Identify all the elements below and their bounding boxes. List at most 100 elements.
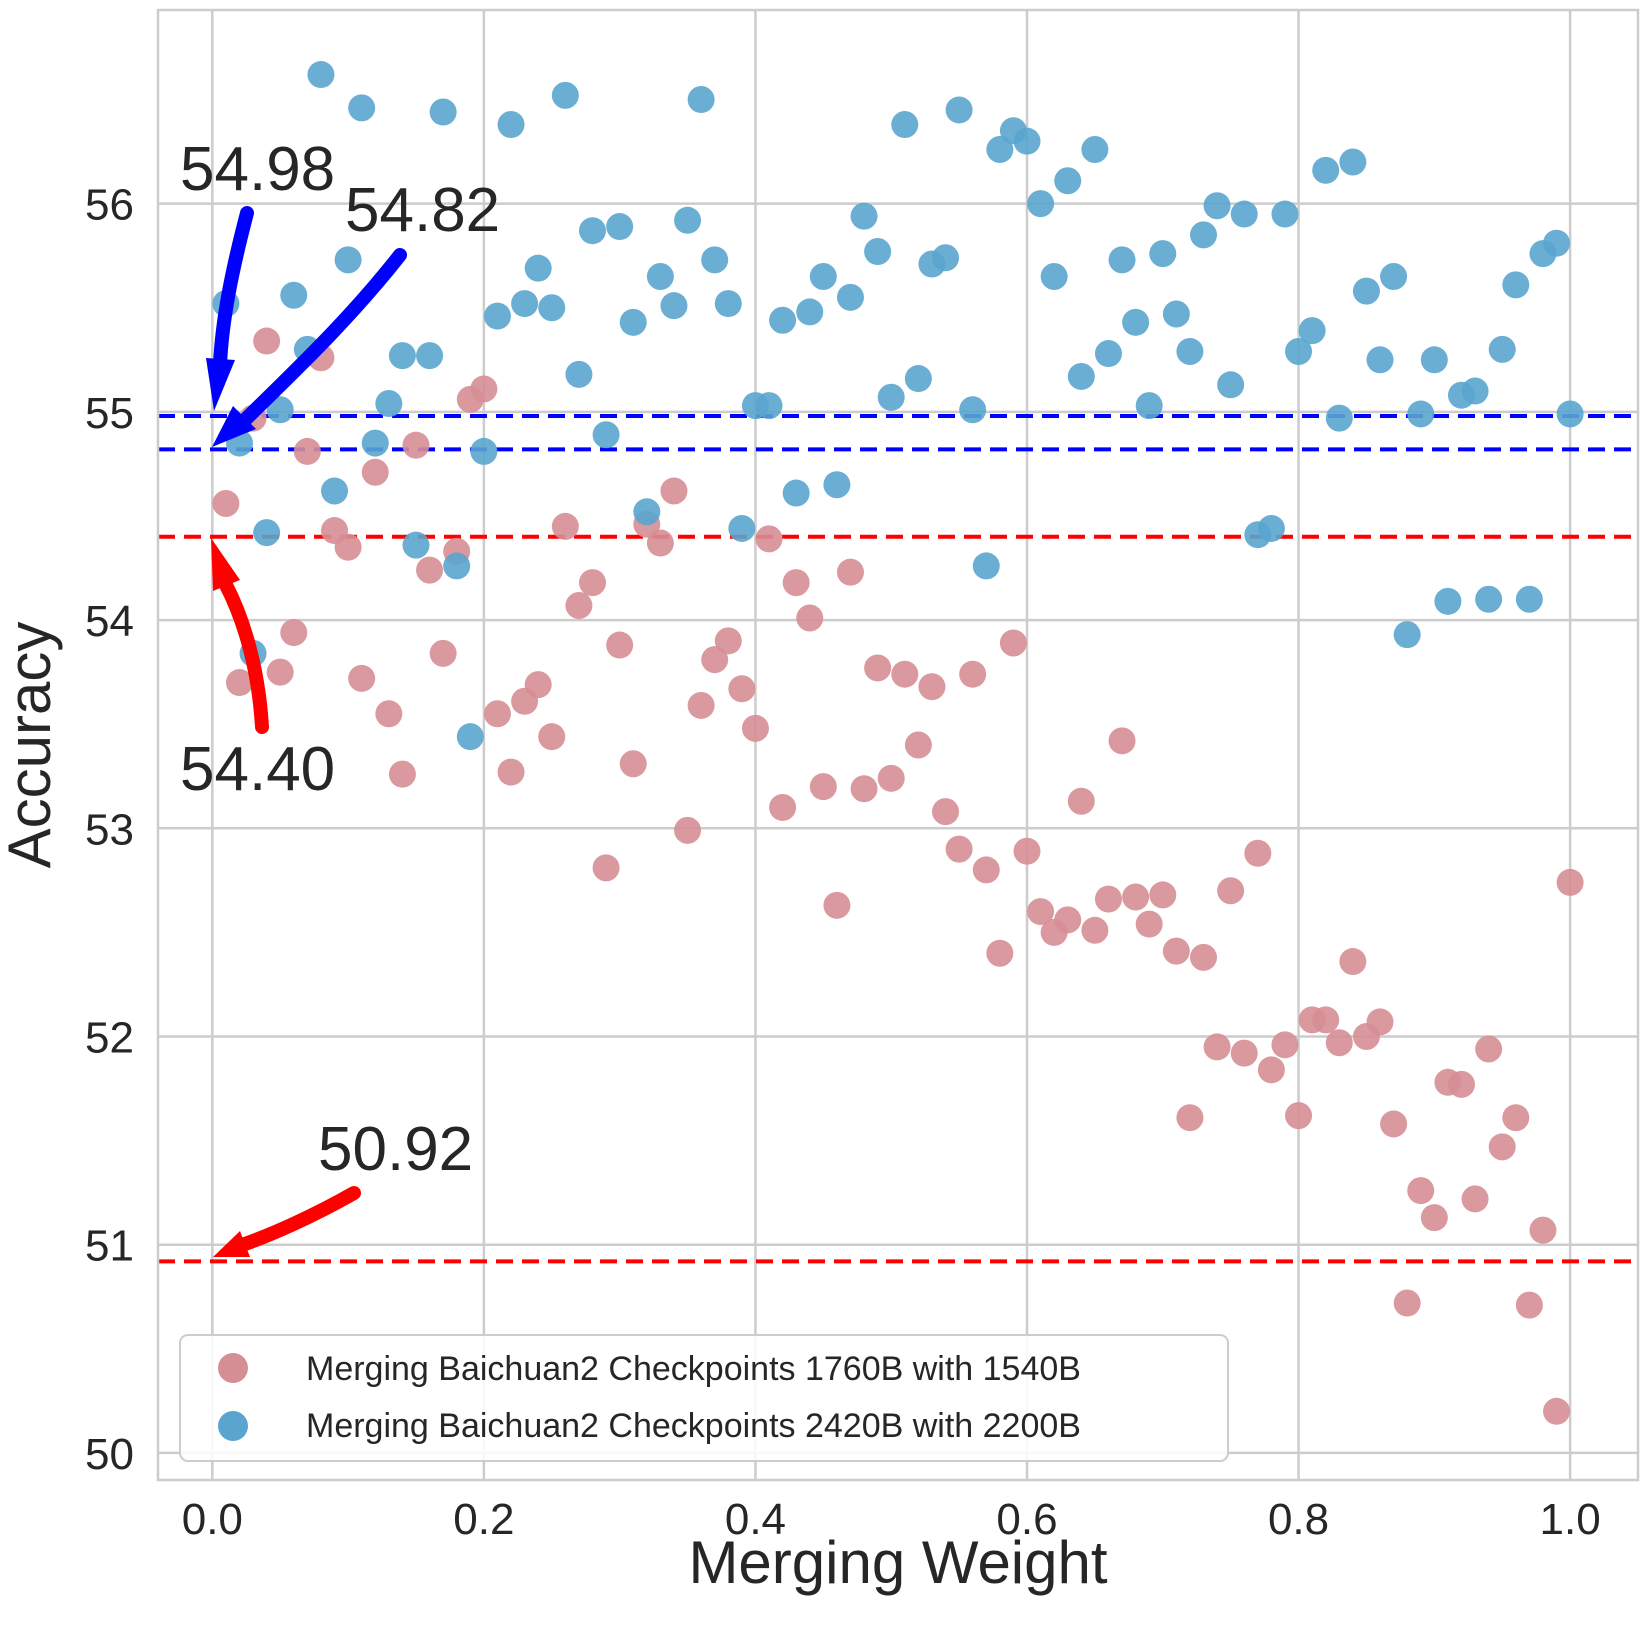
scatter-point-series-1 — [334, 533, 362, 561]
scatter-point-series-1 — [1176, 1104, 1204, 1132]
scatter-point-series-1 — [864, 654, 892, 682]
scatter-point-series-2 — [769, 306, 797, 334]
scatter-point-series-2 — [551, 81, 579, 109]
scatter-point-series-1 — [1271, 1031, 1299, 1059]
scatter-point-series-2 — [1176, 337, 1204, 365]
scatter-point-series-2 — [1488, 335, 1516, 363]
scatter-point-series-2 — [307, 61, 335, 89]
scatter-point-series-2 — [646, 263, 674, 291]
scatter-point-series-2 — [470, 437, 498, 465]
scatter-point-series-2 — [443, 552, 471, 580]
x-axis-title: Merging Weight — [688, 1529, 1107, 1596]
scatter-point-series-2 — [1122, 308, 1150, 336]
scatter-point-series-2 — [877, 383, 905, 411]
annotation-54-40: 54.40 — [180, 735, 335, 804]
scatter-point-series-2 — [959, 396, 987, 424]
scatter-point-series-1 — [551, 512, 579, 540]
scatter-point-series-2 — [1230, 200, 1258, 228]
scatter-point-series-2 — [1339, 148, 1367, 176]
scatter-point-series-1 — [1380, 1110, 1408, 1138]
scatter-point-series-2 — [524, 254, 552, 282]
scatter-point-series-1 — [1257, 1056, 1285, 1084]
scatter-point-series-2 — [986, 136, 1014, 164]
scatter-point-series-1 — [1203, 1033, 1231, 1061]
annotation-54-82: 54.82 — [345, 176, 500, 245]
scatter-point-series-1 — [212, 489, 240, 517]
arrow-blue-54-98 — [213, 206, 254, 372]
scatter-point-series-2 — [1135, 392, 1163, 420]
scatter-point-series-2 — [1461, 377, 1489, 405]
scatter-point-series-1 — [470, 375, 498, 403]
scatter-point-series-1 — [483, 700, 511, 728]
scatter-point-series-1 — [348, 664, 376, 692]
scatter-point-series-1 — [1543, 1397, 1571, 1425]
scatter-point-series-2 — [456, 723, 484, 751]
scatter-point-series-1 — [1067, 787, 1095, 815]
legend-label-series-2: Merging Baichuan2 Checkpoints 2420B with… — [306, 1407, 1081, 1445]
legend-marker-series-2 — [218, 1411, 248, 1441]
scatter-point-series-1 — [1339, 948, 1367, 976]
scatter-point-series-2 — [1298, 317, 1326, 345]
scatter-point-series-1 — [959, 660, 987, 688]
x-tick-label: 0.8 — [1268, 1495, 1329, 1544]
scatter-point-series-1 — [836, 558, 864, 586]
scatter-point-series-2 — [1325, 404, 1353, 432]
scatter-point-series-1 — [1027, 898, 1055, 926]
y-tick-label: 53 — [85, 805, 134, 854]
scatter-point-series-1 — [1475, 1035, 1503, 1063]
scatter-point-series-2 — [1013, 127, 1041, 155]
scatter-point-series-2 — [361, 429, 389, 457]
scatter-point-series-1 — [714, 627, 742, 655]
scatter-point-series-1 — [416, 556, 444, 584]
scatter-point-series-2 — [836, 283, 864, 311]
y-tick-label: 54 — [85, 597, 134, 646]
scatter-point-series-1 — [660, 477, 688, 505]
scatter-point-series-2 — [1312, 156, 1340, 184]
scatter-point-series-2 — [1407, 400, 1435, 428]
scatter-point-series-1 — [728, 675, 756, 703]
scatter-point-series-1 — [1230, 1039, 1258, 1067]
scatter-point-series-1 — [823, 891, 851, 919]
scatter-point-series-1 — [918, 673, 946, 701]
scatter-point-series-1 — [1488, 1133, 1516, 1161]
scatter-point-series-1 — [972, 856, 1000, 884]
scatter-point-series-2 — [809, 263, 837, 291]
scatter-point-series-2 — [1352, 277, 1380, 305]
scatter-point-series-1 — [538, 723, 566, 751]
scatter-point-series-2 — [1285, 337, 1313, 365]
scatter-point-series-2 — [1162, 300, 1190, 328]
scatter-point-series-1 — [1285, 1102, 1313, 1130]
scatter-point-series-1 — [1447, 1070, 1475, 1098]
scatter-point-series-2 — [714, 290, 742, 318]
scatter-point-series-1 — [1122, 883, 1150, 911]
scatter-point-series-1 — [687, 691, 715, 719]
arrowhead-red-50-92 — [213, 1231, 250, 1257]
scatter-point-series-1 — [388, 760, 416, 788]
scatter-point-series-1 — [850, 775, 878, 803]
scatter-point-series-1 — [1081, 916, 1109, 944]
y-tick-label: 51 — [85, 1222, 134, 1271]
scatter-point-series-1 — [986, 939, 1014, 967]
scatter-point-series-1 — [999, 629, 1027, 657]
scatter-point-series-2 — [483, 302, 511, 330]
scatter-point-series-1 — [375, 700, 403, 728]
scatter-point-series-2 — [904, 365, 932, 393]
y-tick-label: 55 — [85, 389, 134, 438]
scatter-point-series-1 — [1325, 1029, 1353, 1057]
scatter-point-series-1 — [402, 431, 430, 459]
y-tick-labels: 50 51 52 53 54 55 56 — [85, 181, 134, 1479]
scatter-point-series-2 — [728, 514, 756, 542]
scatter-point-series-2 — [1190, 221, 1218, 249]
reference-lines — [158, 414, 1638, 1264]
scatter-point-series-2 — [402, 531, 430, 559]
scatter-point-series-2 — [891, 111, 919, 139]
legend-marker-series-1 — [218, 1353, 248, 1383]
scatter-point-series-1 — [1407, 1177, 1435, 1205]
annotation-54-98: 54.98 — [180, 135, 335, 204]
scatter-point-series-2 — [1420, 346, 1448, 374]
arrow-red-50-92 — [238, 1186, 361, 1251]
y-tick-label: 56 — [85, 181, 134, 230]
scatter-point-series-1 — [619, 750, 647, 778]
scatter-point-series-2 — [1040, 263, 1068, 291]
scatter-point-series-2 — [755, 392, 783, 420]
